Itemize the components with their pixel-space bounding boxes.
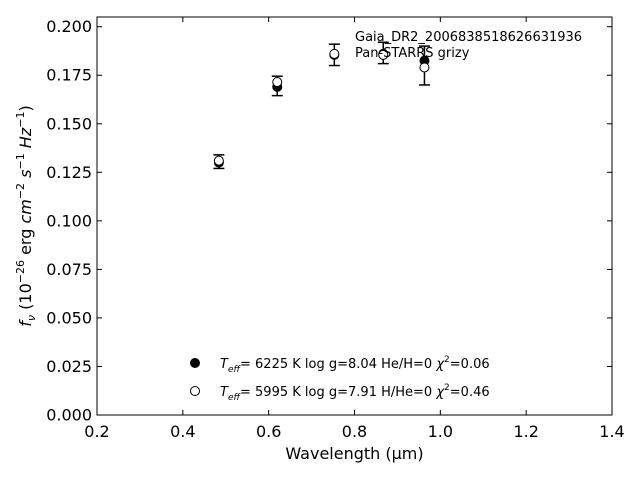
x-tick-label: 1.4 <box>599 422 624 441</box>
model-point-open <box>378 49 389 60</box>
legend-marker-filled <box>190 358 200 368</box>
y-tick-label: 0.150 <box>46 114 92 133</box>
data-points <box>213 48 430 168</box>
y-axis-label: fν (10−26 erg cm−2 s−1 Hz−1) <box>14 105 38 326</box>
y-tick-label: 0.200 <box>46 17 92 36</box>
model-point-open <box>329 48 340 59</box>
y-tick-label: 0.100 <box>46 211 92 230</box>
model-point-open <box>213 155 224 166</box>
x-tick-label: 0.4 <box>170 422 195 441</box>
x-tick-label: 0.6 <box>256 422 281 441</box>
legend-entry-1: Teff= 6225 K log g=8.04 He/H=0 χ2=0.06 <box>220 355 490 375</box>
y-tick-label: 0.125 <box>46 163 92 182</box>
x-tick-label: 1.0 <box>428 422 453 441</box>
object-name: Gaia_DR2_2006838518626631936 <box>355 30 582 45</box>
survey-label: Pan-STARRS grizy <box>355 46 470 61</box>
y-tick-label: 0.025 <box>46 357 92 376</box>
error-bars <box>213 41 430 170</box>
y-tick-label: 0.050 <box>46 308 92 327</box>
y-tick-label: 0.175 <box>46 66 92 85</box>
x-tick-label: 1.2 <box>513 422 538 441</box>
axis-ticks: 0.2 0.4 0.6 0.8 1.0 1.2 1.4 0.000 0.025 0.050 0.07… <box>46 17 625 441</box>
x-axis-label: Wavelength (μm) <box>285 444 423 463</box>
x-tick-label: 0.2 <box>84 422 109 441</box>
y-tick-label: 0.075 <box>46 260 92 279</box>
y-tick-label: 0.000 <box>46 406 92 425</box>
model-point-open <box>419 62 430 73</box>
legend: Teff= 6225 K log g=8.04 He/H=0 χ2=0.06 T… <box>190 355 490 403</box>
plot-frame <box>96 16 613 416</box>
model-point-open <box>272 77 283 88</box>
legend-entry-2: Teff= 5995 K log g=7.91 H/He=0 χ2=0.46 <box>220 383 490 403</box>
x-tick-label: 0.8 <box>342 422 367 441</box>
legend-marker-open <box>190 386 200 396</box>
